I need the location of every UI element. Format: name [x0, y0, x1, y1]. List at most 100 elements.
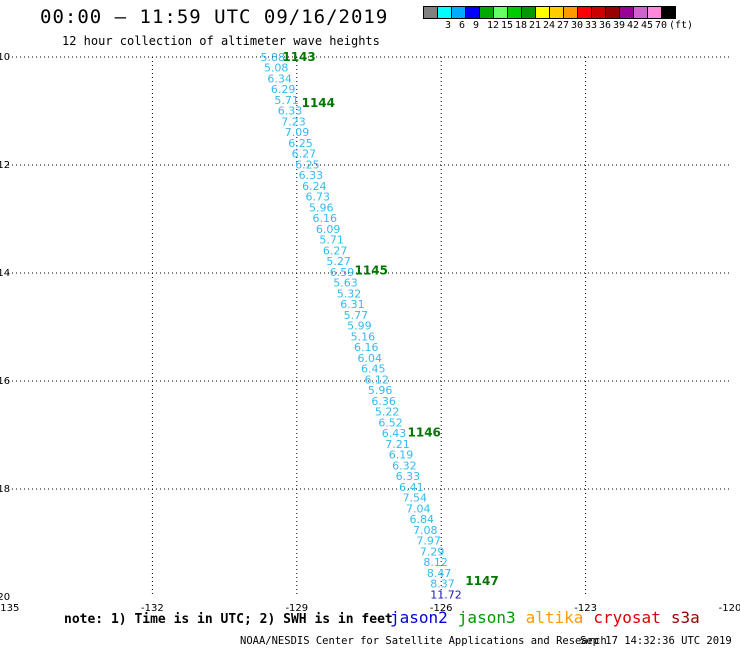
map-ticks: -135 -132 -129 -126 -123 -120 -10 -12 -14 -16 -18 -…: [0, 52, 740, 614]
wave-height-value: 7.29: [420, 545, 445, 558]
wave-height-value: 5.63: [333, 277, 358, 290]
wave-height-value: 6.33: [278, 105, 303, 118]
time-label: 1144: [302, 96, 335, 110]
wave-height-value: 5.99: [347, 320, 372, 333]
legend-label: 24: [543, 20, 556, 31]
wave-height-value: 5.77: [344, 309, 369, 322]
wave-height-value: 6.45: [361, 363, 386, 376]
legend-label: 21: [529, 20, 542, 31]
wave-height-value: 6.25: [288, 137, 313, 150]
wave-height-value: 7.23: [281, 115, 306, 128]
y-tick-label: -14: [0, 268, 10, 279]
legend-label: 15: [501, 20, 514, 31]
wave-height-value: 6.33: [299, 169, 324, 182]
wave-height-value: 8.12: [423, 556, 448, 569]
mission-jason2: jason2: [390, 608, 448, 627]
wave-height-value: 6.27: [323, 244, 348, 257]
wave-height-value: 5.96: [368, 384, 393, 397]
wave-height-value: 5.22: [375, 406, 400, 419]
wave-height-value: 5.96: [309, 201, 334, 214]
credit-line: NOAA/NESDIS Center for Satellite Applica…: [240, 635, 607, 647]
wave-height-value: 7.09: [285, 126, 310, 139]
units-note: note: 1) Time is in UTC; 2) SWH is in fe…: [64, 612, 393, 627]
time-label: 1143: [282, 50, 315, 64]
wave-height-value: 6.43: [382, 427, 407, 440]
wave-height-value: 5.71: [274, 94, 299, 107]
wave-height-value: 5.16: [351, 330, 376, 343]
wave-height-value: 7.04: [406, 502, 431, 515]
wave-height-value: 7.54: [403, 492, 428, 505]
mission-altika: altika: [525, 608, 584, 627]
legend-label: 27: [557, 20, 570, 31]
mission-cryosat: cryosat: [593, 608, 661, 627]
wave-height-value: 5.32: [337, 287, 362, 300]
legend-label: 12: [487, 20, 500, 31]
wave-height-value: 6.34: [267, 72, 292, 85]
wave-height-value: 6.09: [316, 223, 341, 236]
legend-label: 45: [641, 20, 654, 31]
legend-label: 3: [445, 20, 452, 31]
wave-height-value: 6.31: [340, 298, 365, 311]
y-tick-label: -18: [0, 484, 10, 495]
wave-height-value: 6.12: [364, 373, 389, 386]
legend-label: (ft): [669, 20, 694, 31]
wave-height-value: 6.52: [378, 416, 403, 429]
time-label: 1146: [408, 425, 441, 439]
legend-swatch: [661, 6, 676, 19]
time-labels: 1143 1144 1145 1146 1147: [282, 50, 498, 588]
legend-label: 30: [571, 20, 584, 31]
legend-label: 36: [599, 20, 612, 31]
legend-swatches: [423, 6, 676, 19]
wave-height-value: 7.08: [413, 524, 438, 537]
time-label: 1147: [465, 574, 498, 588]
legend-label: 42: [627, 20, 640, 31]
wave-height-value: 6.41: [399, 481, 424, 494]
wave-height-value: 6.04: [358, 352, 383, 365]
x-tick-label: -129: [285, 603, 308, 614]
wave-height-value: 7.97: [416, 535, 441, 548]
wave-height-value: 6.32: [392, 459, 417, 472]
color-legend: 3 6 9 12 15 18 21 24 27 30 33 36 39 42 45 70 (ft): [423, 6, 693, 34]
wave-height-value: 6.24: [302, 180, 327, 193]
legend-label: 39: [613, 20, 626, 31]
legend-label: 70: [655, 20, 668, 31]
generated-timestamp: Sep 17 14:32:36 UTC 2019: [580, 635, 732, 647]
legend-label: 33: [585, 20, 598, 31]
y-tick-label: -16: [0, 376, 10, 387]
x-tick-label: -120: [719, 603, 740, 614]
y-tick-label: -20: [0, 592, 10, 603]
wave-height-value: 6.59: [330, 266, 355, 279]
wave-height-value: 5.88: [260, 51, 285, 64]
wave-height-value: 8.37: [430, 578, 455, 591]
wave-height-value: 6.27: [292, 148, 317, 161]
y-tick-label: -12: [0, 160, 10, 171]
map-grid: [8, 56, 730, 597]
wave-height-value: 5.08: [264, 62, 289, 75]
x-tick-label: -132: [141, 603, 164, 614]
y-tick-label: -10: [0, 52, 10, 63]
wave-height-value: 6.29: [271, 83, 296, 96]
wave-height-value: 11.72: [430, 588, 462, 601]
legend-labels: 3 6 9 12 15 18 21 24 27 30 33 36 39 42 45 70 (ft): [423, 20, 693, 34]
wave-height-value: 6.16: [312, 212, 337, 225]
wave-height-value: 7.21: [385, 438, 410, 451]
wave-height-value: 6.36: [371, 395, 396, 408]
page-title: 00:00 – 11:59 UTC 09/16/2019: [40, 6, 389, 28]
mission-legend: jason2 jason3 altika cryosat s3a: [390, 608, 710, 627]
legend-label: 9: [473, 20, 480, 31]
wave-height-value: 8.47: [427, 567, 452, 580]
altimeter-track: 5.885.086.346.295.716.337.237.096.256.27…: [260, 51, 461, 601]
page-subtitle: 12 hour collection of altimeter wave hei…: [62, 34, 380, 48]
legend-label: 6: [459, 20, 466, 31]
time-label: 1145: [355, 263, 388, 277]
wave-height-value: 6.33: [396, 470, 421, 483]
wave-height-value: 5.27: [326, 255, 351, 268]
legend-label: 18: [515, 20, 528, 31]
wave-height-value: 6.19: [389, 449, 414, 462]
wave-height-value: 5.71: [319, 234, 344, 247]
x-tick-label: -123: [574, 603, 597, 614]
wave-height-value: 6.16: [354, 341, 379, 354]
x-tick-label: -126: [430, 603, 453, 614]
mission-jason3: jason3: [457, 608, 516, 627]
